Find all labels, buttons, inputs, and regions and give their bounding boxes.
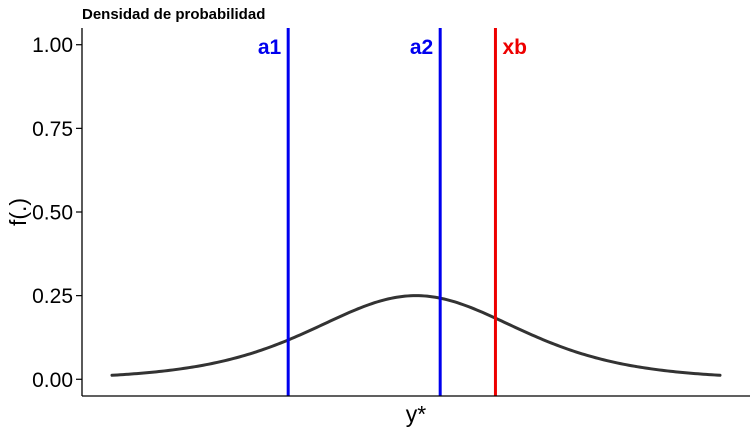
vertical-line-label-a2: a2 xyxy=(410,36,433,59)
y-tick-label: 1.00 xyxy=(32,34,73,57)
vertical-lines-layer: a1 a2 xb xyxy=(258,28,527,396)
vertical-line-label-a1: a1 xyxy=(258,36,282,59)
vertical-line-label-xb: xb xyxy=(502,36,527,59)
density-curve xyxy=(110,294,722,377)
y-tick-label: 0.25 xyxy=(32,285,73,308)
y-tick-label: 0.75 xyxy=(32,118,73,141)
x-axis-title: y* xyxy=(406,401,427,427)
y-axis-ticks: 0.00 0.25 0.50 0.75 1.00 xyxy=(32,34,82,392)
y-tick-label: 0.50 xyxy=(32,202,73,225)
y-tick-label: 0.00 xyxy=(32,369,73,392)
series-layer xyxy=(110,294,722,377)
y-axis-title: f(.) xyxy=(5,198,31,226)
chart-title: Densidad de probabilidad xyxy=(82,6,265,23)
